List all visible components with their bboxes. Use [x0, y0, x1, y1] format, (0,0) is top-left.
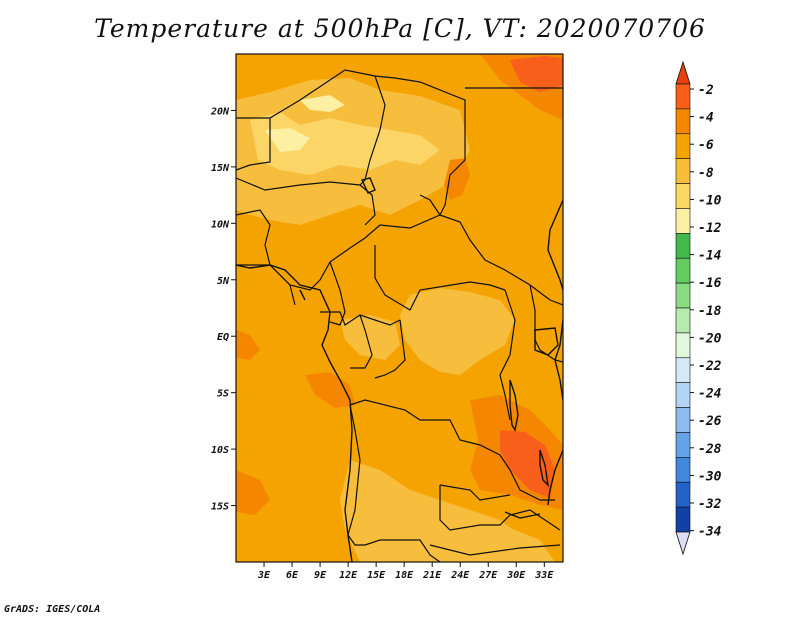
lake-chad: [361, 177, 376, 194]
colorbar-bin: [675, 481, 691, 508]
colorbar-bin: [675, 407, 691, 433]
temp-region-pale-sahara-2: [300, 95, 345, 112]
colorbar-label: -32: [698, 497, 722, 512]
y-tick-label: 15S: [211, 502, 229, 513]
temp-region-cool-sahara: [250, 112, 440, 175]
colorbar-bin: [675, 506, 691, 533]
temp-region-cool-central: [400, 288, 515, 375]
colorbar-label: -10: [698, 193, 722, 208]
y-tick-label: 15N: [211, 163, 230, 174]
y-tick-label: 20N: [210, 106, 230, 117]
colorbar-label: -24: [698, 387, 722, 402]
country-borders: [236, 69, 563, 562]
colorbar-label: -12: [698, 221, 722, 236]
temp-region-hot-northeast: [510, 56, 563, 92]
colorbar-label: -2: [698, 83, 714, 98]
y-tick-label: 10S: [211, 445, 229, 456]
lake-kariba: [504, 511, 541, 519]
colorbar-bin: [675, 457, 691, 483]
map-frame: [235, 53, 564, 563]
colorbar-bin: [675, 257, 691, 284]
temp-region-warm-angola-coast: [305, 372, 355, 408]
colorbar-label: -26: [698, 414, 722, 429]
coastlines: [236, 199, 563, 562]
temp-region-cool-east-south: [470, 528, 555, 562]
colorbar-label: -8: [698, 166, 714, 181]
colorbar-bin: [675, 158, 691, 184]
temp-region-hot-southeast: [500, 430, 555, 498]
colorbar-label: -14: [698, 249, 722, 264]
colorbar-bin: [675, 332, 691, 359]
y-tick-label: 5N: [217, 276, 230, 287]
y-axis: 20N 15N 10N 5N EQ 5S 10S 15S: [210, 106, 236, 513]
colorbar-label: -28: [698, 442, 722, 457]
x-axis: 3E 6E 9E 12E 15E 18E 21E 24E 27E 30E 33E: [257, 562, 554, 581]
x-tick-label: 24E: [450, 570, 470, 581]
x-tick-label: 33E: [534, 570, 554, 581]
map-title: Temperature at 500hPa [C], VT: 202007070…: [94, 14, 706, 43]
colorbar-bin: [675, 382, 691, 408]
x-tick-label: 21E: [422, 570, 442, 581]
colorbar-bin: [675, 233, 691, 259]
colorbar-bin: [675, 357, 691, 383]
lake-tanganyika: [509, 379, 519, 432]
colorbar-label: -6: [698, 138, 714, 153]
colorbar-bin: [675, 83, 691, 110]
x-tick-label: 3E: [257, 570, 271, 581]
colorbar-top-arrow: [675, 60, 691, 85]
colorbar-bottom-arrow: [675, 531, 691, 556]
temp-region-warm-southwest: [236, 470, 270, 515]
colorbar-label: -20: [698, 331, 722, 346]
lake-volta: [299, 289, 306, 301]
y-tick-label: 5S: [217, 389, 229, 400]
colorbar-label: -22: [698, 359, 722, 374]
x-tick-label: 15E: [367, 570, 386, 581]
x-tick-label: 30E: [506, 570, 526, 581]
map-field: [236, 54, 563, 562]
colorbar-bin: [675, 183, 691, 209]
y-tick-label: EQ: [217, 332, 229, 343]
lake-victoria: [534, 327, 559, 356]
colorbar-bin: [675, 432, 691, 458]
x-tick-label: 6E: [286, 570, 299, 581]
colorbar-bin: [675, 108, 691, 135]
x-tick-label: 18E: [395, 570, 414, 581]
colorbar-bin: [675, 133, 691, 159]
colorbar-bin: [675, 208, 691, 234]
colorbar-bin: [675, 282, 691, 309]
colorbar-bin: [675, 307, 691, 334]
colorbar-label: -4: [698, 111, 714, 126]
colorbar-label: -18: [698, 304, 722, 319]
grads-credit: GrADS: IGES/COLA: [4, 604, 101, 615]
x-tick-label: 27E: [478, 570, 498, 581]
colorbar-label: -34: [698, 525, 722, 540]
colorbar-label: -16: [698, 276, 722, 291]
y-tick-label: 10N: [211, 219, 230, 230]
x-tick-label: 9E: [314, 570, 327, 581]
temp-region-warm-gulf: [236, 330, 260, 360]
temp-region-cool-congo: [340, 315, 400, 360]
temp-region-pale-sahara: [265, 128, 310, 152]
lakes: [299, 177, 559, 519]
colorbar-label: -30: [698, 469, 722, 484]
temp-region-warm-sudan: [444, 158, 470, 200]
x-tick-label: 12E: [339, 570, 358, 581]
lake-malawi: [539, 449, 550, 487]
